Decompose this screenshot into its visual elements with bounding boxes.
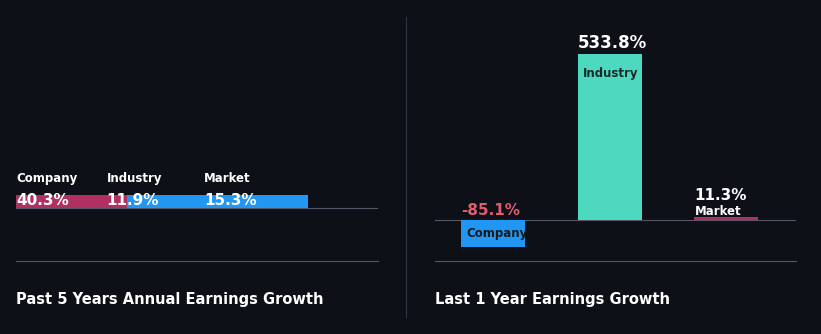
Text: Industry: Industry (583, 67, 638, 80)
Text: Company: Company (16, 172, 78, 185)
Bar (16, 195, 127, 208)
Text: 533.8%: 533.8% (578, 33, 647, 51)
Bar (695, 216, 759, 220)
Text: Last 1 Year Earnings Growth: Last 1 Year Earnings Growth (435, 292, 670, 307)
Text: -85.1%: -85.1% (461, 203, 521, 217)
Text: Past 5 Years Annual Earnings Growth: Past 5 Years Annual Earnings Growth (16, 292, 324, 307)
Text: Market: Market (204, 172, 251, 185)
Text: 11.9%: 11.9% (107, 193, 159, 208)
Text: Industry: Industry (107, 172, 163, 185)
Text: 15.3%: 15.3% (204, 193, 257, 208)
Bar (461, 220, 525, 246)
Text: 11.3%: 11.3% (695, 188, 747, 203)
Text: 40.3%: 40.3% (16, 193, 69, 208)
Bar (16, 195, 308, 208)
Bar (578, 54, 642, 220)
Text: Company: Company (466, 227, 527, 240)
Bar (16, 195, 103, 208)
Text: Market: Market (695, 205, 741, 217)
